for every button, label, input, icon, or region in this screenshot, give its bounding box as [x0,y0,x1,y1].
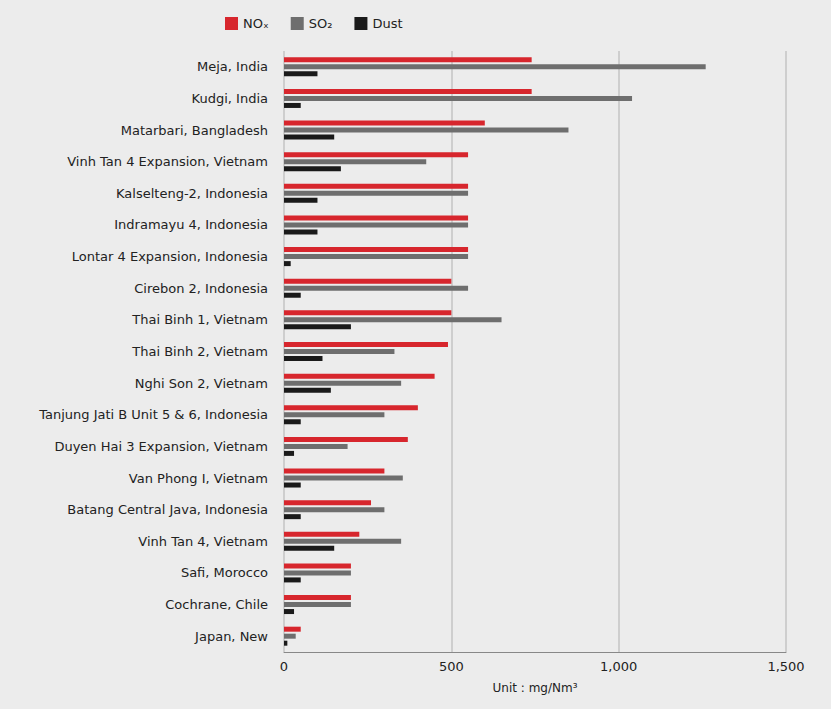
svg-text:Van Phong I, Vietnam: Van Phong I, Vietnam [129,471,268,486]
svg-text:Vinh Tan 4, Vietnam: Vinh Tan 4, Vietnam [138,534,268,549]
svg-text:SO₂: SO₂ [309,16,333,31]
svg-text:Tanjung Jati B Unit 5 & 6, Ind: Tanjung Jati B Unit 5 & 6, Indonesia [38,407,268,422]
svg-text:500: 500 [439,659,464,674]
svg-text:Kudgi, India: Kudgi, India [192,91,268,106]
svg-text:Dust: Dust [372,16,402,31]
svg-text:NOₓ: NOₓ [243,16,269,31]
svg-text:Indramayu 4, Indonesia: Indramayu 4, Indonesia [114,217,268,232]
svg-text:Thai Binh 2, Vietnam: Thai Binh 2, Vietnam [131,344,268,359]
svg-text:Duyen Hai 3 Expansion, Vietnam: Duyen Hai 3 Expansion, Vietnam [54,439,268,454]
svg-text:Safi, Morocco: Safi, Morocco [181,565,268,580]
svg-text:0: 0 [280,659,288,674]
svg-text:Nghi Son 2, Vietnam: Nghi Son 2, Vietnam [135,376,268,391]
svg-text:Lontar 4 Expansion, Indonesia: Lontar 4 Expansion, Indonesia [72,249,268,264]
svg-text:Batang Central Java, Indonesia: Batang Central Java, Indonesia [67,502,268,517]
svg-text:Meja, India: Meja, India [197,59,268,74]
svg-text:1,000: 1,000 [600,659,637,674]
svg-text:Unit : mg/Nm³: Unit : mg/Nm³ [493,681,578,695]
svg-text:Kalselteng-2, Indonesia: Kalselteng-2, Indonesia [116,186,268,201]
svg-text:Cirebon 2, Indonesia: Cirebon 2, Indonesia [134,281,268,296]
svg-text:Thai Binh 1, Vietnam: Thai Binh 1, Vietnam [131,312,268,327]
svg-text:1,500: 1,500 [767,659,804,674]
svg-text:Japan, New: Japan, New [194,629,268,644]
svg-text:Matarbari, Bangladesh: Matarbari, Bangladesh [121,123,268,138]
svg-text:Vinh Tan 4 Expansion, Vietnam: Vinh Tan 4 Expansion, Vietnam [67,154,268,169]
svg-text:Cochrane, Chile: Cochrane, Chile [165,597,268,612]
